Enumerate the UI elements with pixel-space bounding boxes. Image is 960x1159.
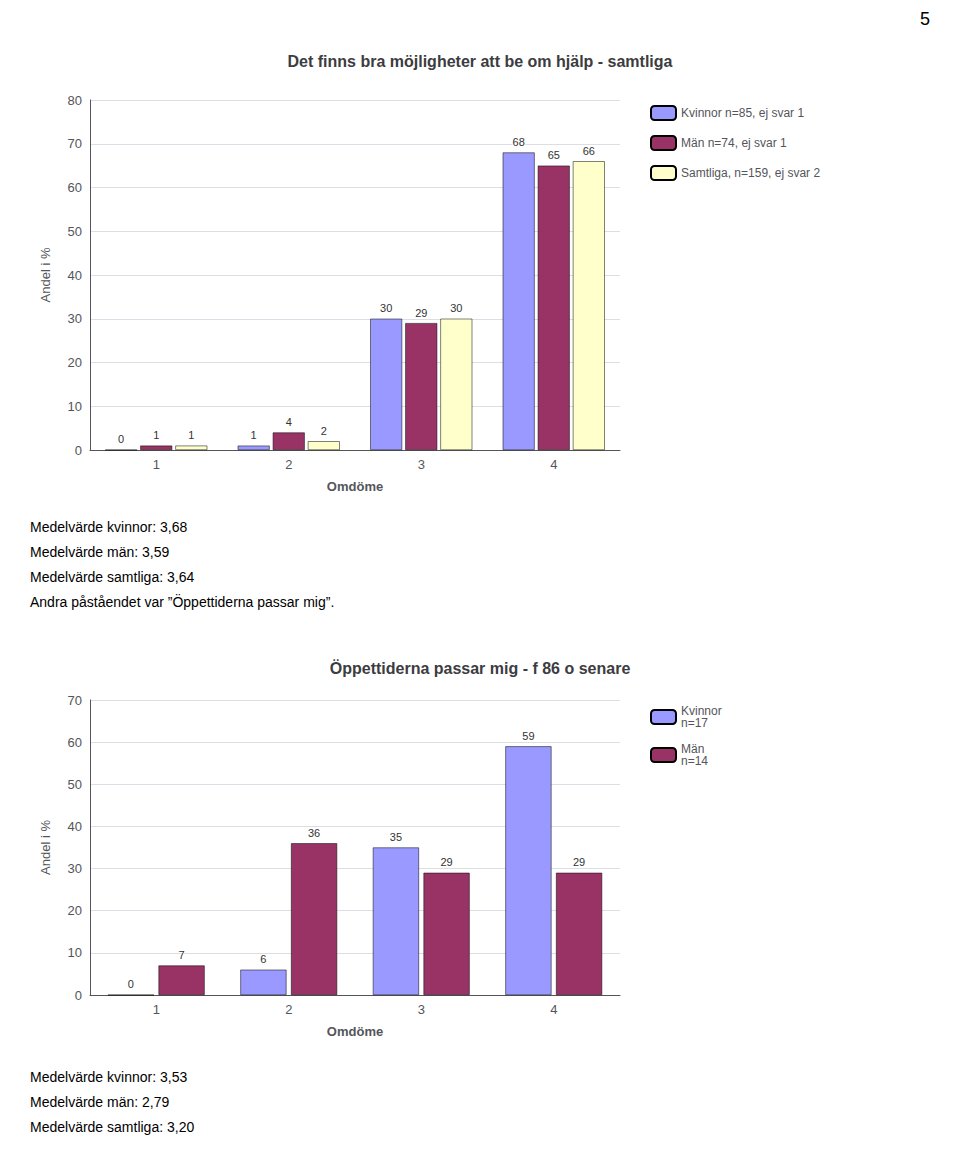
- svg-text:0: 0: [128, 978, 134, 990]
- svg-text:30: 30: [68, 861, 82, 876]
- svg-text:36: 36: [308, 827, 320, 839]
- svg-text:Medelvärde män: 2,79: Medelvärde män: 2,79: [30, 1094, 170, 1110]
- svg-text:68: 68: [513, 136, 525, 148]
- svg-text:30: 30: [450, 302, 462, 314]
- svg-text:Medelvärde samtliga: 3,20: Medelvärde samtliga: 3,20: [30, 1119, 194, 1135]
- svg-text:n=17: n=17: [681, 716, 708, 730]
- svg-text:Medelvärde kvinnor: 3,68: Medelvärde kvinnor: 3,68: [30, 519, 187, 535]
- svg-text:1: 1: [153, 1002, 160, 1017]
- svg-text:0: 0: [75, 443, 82, 458]
- svg-text:Medelvärde kvinnor: 3,53: Medelvärde kvinnor: 3,53: [30, 1069, 187, 1085]
- svg-text:Det finns bra möjligheter att: Det finns bra möjligheter att be om hjäl…: [288, 53, 673, 70]
- svg-text:40: 40: [68, 268, 82, 283]
- svg-text:5: 5: [920, 9, 930, 29]
- svg-text:Medelvärde män: 3,59: Medelvärde män: 3,59: [30, 544, 170, 560]
- svg-text:Män: Män: [681, 742, 705, 756]
- svg-text:66: 66: [583, 145, 595, 157]
- svg-text:1: 1: [153, 457, 160, 472]
- svg-text:40: 40: [68, 819, 82, 834]
- svg-text:6: 6: [260, 953, 266, 965]
- svg-text:7: 7: [179, 949, 185, 961]
- svg-text:3: 3: [418, 457, 425, 472]
- svg-text:10: 10: [68, 399, 82, 414]
- svg-text:60: 60: [68, 735, 82, 750]
- svg-text:n=14: n=14: [681, 754, 708, 768]
- svg-text:1: 1: [251, 429, 257, 441]
- svg-text:Kvinnor n=85, ej svar 1: Kvinnor n=85, ej svar 1: [681, 106, 804, 120]
- svg-text:35: 35: [390, 831, 402, 843]
- svg-text:65: 65: [548, 149, 560, 161]
- svg-text:2: 2: [285, 457, 292, 472]
- svg-text:4: 4: [286, 416, 292, 428]
- svg-text:70: 70: [68, 693, 82, 708]
- svg-text:59: 59: [522, 730, 534, 742]
- svg-text:80: 80: [68, 93, 82, 108]
- svg-text:Andra påståendet var ”Öppettid: Andra påståendet var ”Öppettiderna passa…: [30, 593, 334, 610]
- svg-text:1: 1: [153, 429, 159, 441]
- svg-text:1: 1: [188, 429, 194, 441]
- svg-text:Medelvärde samtliga: 3,64: Medelvärde samtliga: 3,64: [30, 569, 194, 585]
- svg-text:20: 20: [68, 355, 82, 370]
- svg-text:Omdöme: Omdöme: [327, 1024, 383, 1039]
- svg-text:50: 50: [68, 224, 82, 239]
- svg-text:10: 10: [68, 945, 82, 960]
- svg-text:29: 29: [415, 307, 427, 319]
- svg-text:20: 20: [68, 903, 82, 918]
- svg-text:4: 4: [550, 457, 557, 472]
- svg-text:Samtliga, n=159, ej svar 2: Samtliga, n=159, ej svar 2: [681, 166, 820, 180]
- svg-text:0: 0: [118, 433, 124, 445]
- svg-text:29: 29: [573, 856, 585, 868]
- svg-text:2: 2: [321, 425, 327, 437]
- svg-text:Män n=74, ej svar 1: Män n=74, ej svar 1: [681, 136, 787, 150]
- svg-text:4: 4: [550, 1002, 557, 1017]
- svg-text:2: 2: [285, 1002, 292, 1017]
- svg-text:Omdöme: Omdöme: [327, 479, 383, 494]
- svg-text:Andel i %: Andel i %: [38, 247, 53, 302]
- svg-text:0: 0: [75, 988, 82, 1003]
- svg-text:70: 70: [68, 136, 82, 151]
- svg-text:60: 60: [68, 180, 82, 195]
- svg-text:30: 30: [68, 311, 82, 326]
- svg-text:3: 3: [418, 1002, 425, 1017]
- svg-text:Kvinnor: Kvinnor: [681, 704, 722, 718]
- svg-text:Öppettiderna passar mig - f 86: Öppettiderna passar mig - f 86 o senare: [330, 659, 631, 677]
- svg-text:Andel i %: Andel i %: [38, 820, 53, 875]
- svg-text:50: 50: [68, 777, 82, 792]
- svg-text:29: 29: [440, 856, 452, 868]
- svg-text:30: 30: [380, 302, 392, 314]
